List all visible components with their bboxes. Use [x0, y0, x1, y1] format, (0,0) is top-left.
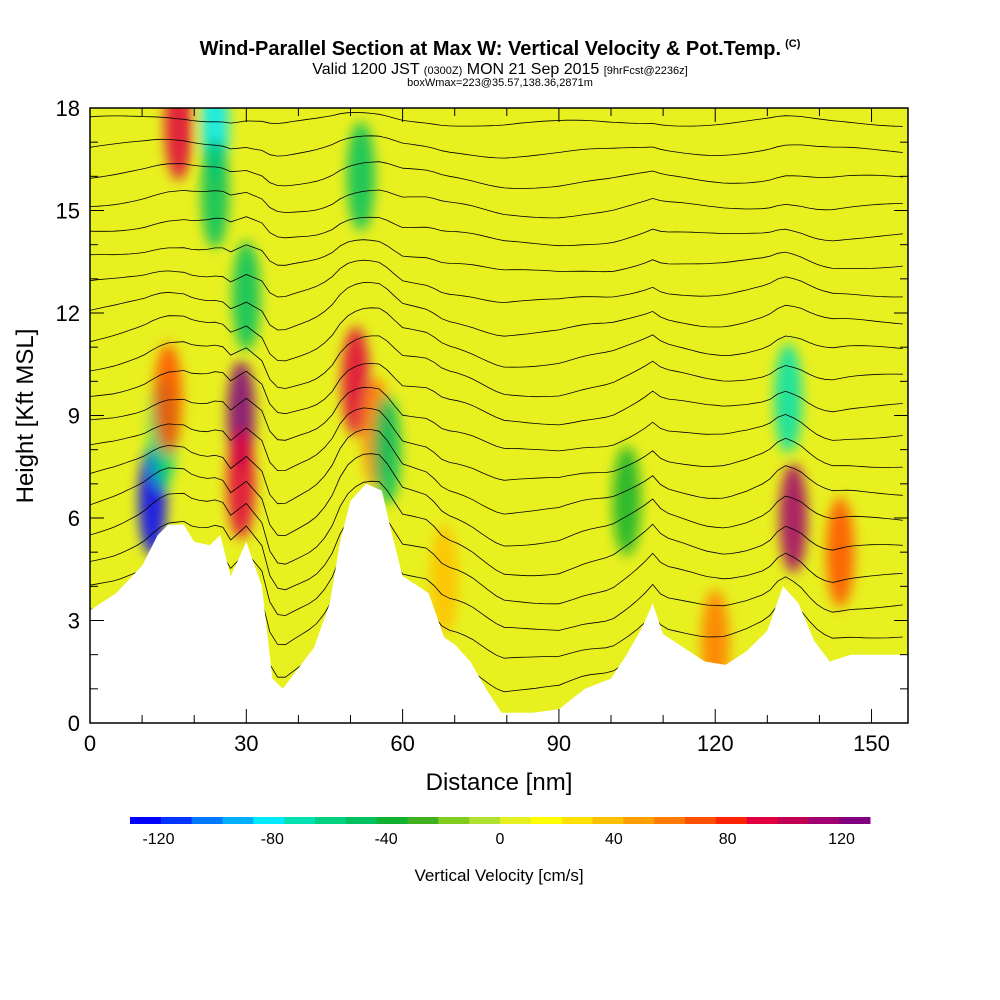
- colorbar-swatch: [130, 817, 162, 824]
- colorbar-title: Vertical Velocity [cm/s]: [414, 866, 583, 885]
- velocity-cell-3: [164, 108, 193, 181]
- isentrope-21: [90, 89, 903, 98]
- valid-time-line: Valid 1200 JST (0300Z) MON 21 Sep 2015 […: [0, 61, 1000, 79]
- colorbar-swatch: [160, 817, 193, 824]
- velocity-cell-2: [154, 343, 183, 454]
- velocity-cell-9: [341, 326, 370, 437]
- isentrope-7: [90, 428, 903, 515]
- colorbar-swatch: [438, 817, 470, 824]
- colorbar-swatch: [685, 817, 717, 824]
- colorbar-swatch: [407, 817, 439, 824]
- chart-title: Wind-Parallel Section at Max W: Vertical…: [0, 38, 1000, 61]
- isentrope-9: [90, 386, 903, 452]
- colorbar-swatch: [222, 817, 254, 824]
- copyright-mark: (C): [785, 38, 801, 51]
- colorbar-swatch: [315, 817, 347, 824]
- isentrope-11: [90, 335, 903, 398]
- isentrope-10: [90, 363, 903, 426]
- plot-area: [90, 89, 908, 723]
- isentrope-4: [90, 508, 903, 605]
- isentrope-5: [90, 480, 903, 577]
- colorbar-swatch: [839, 817, 871, 824]
- colorbar-tick-label: 120: [828, 831, 855, 848]
- terrain-mask: [90, 483, 908, 723]
- velocity-cell-5: [201, 138, 230, 249]
- colorbar-swatch: [592, 817, 624, 824]
- colorbar-swatch: [808, 817, 840, 824]
- colorbar-swatch: [253, 817, 285, 824]
- colorbar-tick-label: -120: [142, 831, 174, 848]
- x-tick-label: 60: [390, 731, 414, 756]
- x-tick-label: 150: [853, 731, 890, 756]
- colorbar-swatch: [654, 817, 686, 824]
- velocity-cell-15: [774, 343, 803, 454]
- colorbar-swatch: [777, 817, 809, 824]
- y-tick-label: 15: [56, 199, 80, 224]
- velocity-cell-16: [826, 497, 855, 608]
- colorbar-tick-label: -80: [261, 831, 284, 848]
- isentrope-19: [90, 135, 903, 159]
- colorbar-swatch: [469, 817, 501, 824]
- isentrope-17: [90, 189, 903, 219]
- colorbar-swatch: [530, 817, 563, 824]
- valid-utc: (0300Z): [423, 65, 463, 77]
- y-tick-label: 9: [68, 404, 80, 429]
- valid-date: MON 21 Sep 2015: [466, 61, 600, 78]
- velocity-cell-11: [346, 121, 375, 232]
- isentrope-20: [90, 112, 903, 127]
- isentrope-16: [90, 216, 903, 247]
- y-tick-label: 18: [56, 96, 80, 121]
- velocity-cell-12: [372, 394, 401, 505]
- isentrope-14: [90, 259, 903, 304]
- x-axis-label: Distance [nm]: [426, 769, 573, 796]
- isentrope-6: [90, 453, 903, 547]
- colorbar-swatch: [191, 817, 223, 824]
- x-tick-label: 90: [547, 731, 571, 756]
- velocity-cell-7: [227, 428, 256, 539]
- box-info: boxWmax=223@35.57,138.36,2871m: [407, 77, 593, 89]
- isentrope-18: [90, 161, 903, 189]
- vertical-velocity-field: [138, 108, 855, 700]
- colorbar-swatch: [345, 817, 378, 824]
- isentrope-15: [90, 239, 903, 273]
- y-axis: 0 3 6 9 12 15 18: [56, 96, 908, 736]
- colorbar-swatch: [284, 817, 316, 824]
- colorbar-swatch: [715, 817, 748, 824]
- colorbar-swatch: [561, 817, 593, 824]
- chart-title-text: Wind-Parallel Section at Max W: Vertical…: [199, 38, 782, 60]
- colorbar-swatch: [376, 817, 408, 824]
- x-tick-label: 0: [84, 731, 96, 756]
- colorbar: -120 -80 -40 0 40 80 120: [130, 817, 871, 848]
- colorbar-swatch: [500, 817, 532, 824]
- colorbar-tick-label: 80: [719, 831, 737, 848]
- velocity-cell-17: [430, 524, 459, 635]
- y-axis-label: Height [Kft MSL]: [12, 329, 39, 504]
- colorbar-tick-label: 0: [496, 831, 505, 848]
- colorbar-swatch: [623, 817, 655, 824]
- y-tick-label: 3: [68, 609, 80, 634]
- forecast-label: [9hrFcst@2236z]: [603, 65, 688, 77]
- y-tick-label: 0: [68, 711, 80, 736]
- y-tick-label: 12: [56, 301, 80, 326]
- isentrope-8: [90, 407, 903, 481]
- colorbar-swatch: [746, 817, 778, 824]
- x-tick-label: 120: [697, 731, 734, 756]
- y-tick-label: 6: [68, 506, 80, 531]
- valid-prefix: Valid 1200 JST: [312, 61, 420, 78]
- velocity-cell-8: [232, 240, 261, 351]
- x-tick-label: 30: [234, 731, 258, 756]
- colorbar-tick-label: 40: [605, 831, 623, 848]
- velocity-cell-13: [612, 445, 641, 556]
- velocity-cell-14: [779, 463, 808, 573]
- x-axis: 0 30 60 90 120 150: [84, 108, 890, 756]
- isentrope-12: [90, 307, 903, 368]
- colorbar-tick-label: -40: [375, 831, 398, 848]
- isentrope-13: [90, 282, 903, 337]
